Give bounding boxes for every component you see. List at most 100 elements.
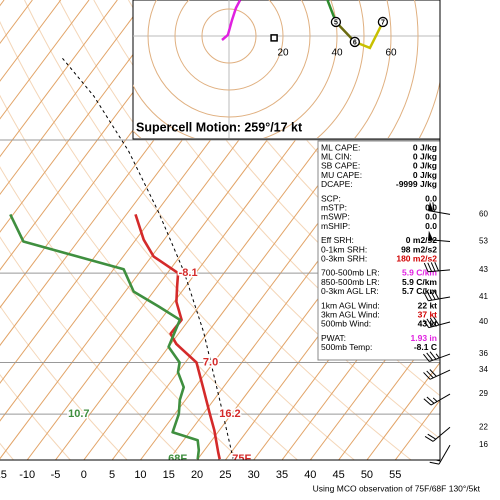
hodograph-area: 20 40 60 5 6 7: [133, 0, 440, 138]
param-label: Eff SRH:: [321, 235, 354, 245]
x-tick-label: 55: [389, 469, 401, 481]
param-value: 37 kt: [418, 309, 438, 319]
param-value: -9999 J/kg: [396, 179, 437, 189]
barb-full: [426, 396, 435, 404]
hodo-ring: [174, 0, 284, 91]
param-label: mSTP:: [321, 202, 347, 212]
param-label: 700-500mb LR:: [321, 268, 380, 278]
barb-staff: [438, 444, 451, 465]
barb-full: [427, 433, 437, 440]
x-tick-label: 50: [361, 469, 373, 481]
param-label: DCAPE:: [321, 179, 353, 189]
param-value: 0.0: [425, 221, 437, 231]
barb-full: [429, 351, 437, 360]
isotherm: [0, 0, 175, 233]
barb-full: [429, 317, 436, 327]
hodo-ring-label: 20: [277, 48, 289, 59]
dry-adiabat: [0, 166, 242, 460]
hodo-ring: [147, 0, 311, 118]
dry-adiabat: [0, 374, 71, 460]
x-tick-label: 20: [191, 469, 203, 481]
x-axis-labels: -15 -10 -5 0 5 10 15 20 25 30 35 40 45 50 55: [0, 469, 401, 481]
barb-full: [423, 353, 430, 362]
param-label: ML CIN:: [321, 151, 352, 161]
param-label: 500mb Temp:: [321, 342, 372, 352]
x-tick-label: 5: [109, 469, 115, 481]
param-value: 1.93 in: [411, 333, 437, 343]
wind-barb: [428, 230, 451, 243]
hodo-ring: [133, 0, 338, 138]
dry-adiabat: [0, 236, 185, 460]
wind-barb: [423, 290, 451, 302]
barb-full: [434, 261, 440, 272]
hodo-marker-label: 5: [334, 19, 338, 26]
x-tick-label: 10: [134, 469, 146, 481]
hodo-trace: [221, 0, 242, 41]
param-value: 0 J/kg: [413, 142, 437, 152]
wind-speed-label: 40: [479, 317, 488, 326]
isotherm: [0, 0, 147, 196]
hodograph-title: Supercell Motion: 259°/17 kt: [136, 120, 303, 134]
profile-label: 75F: [232, 453, 251, 465]
barb-half: [435, 353, 440, 359]
profile-label: 68F: [168, 453, 187, 465]
barb-full: [423, 398, 432, 406]
wind-speed-label: 60: [479, 210, 488, 219]
isotherm: [0, 0, 90, 120]
parameter-panel: [317, 140, 441, 361]
isotherm: [0, 0, 118, 158]
param-label: SB CAPE:: [321, 161, 360, 171]
barb-flag: [428, 230, 434, 241]
dry-adiabat: [58, 0, 440, 440]
param-value: 180 m2/s2: [396, 253, 437, 263]
param-value: 0.0: [425, 212, 437, 222]
x-tick-label: 30: [248, 469, 260, 481]
profile-line: [9, 213, 201, 460]
wind-speed-label: 53: [479, 237, 488, 246]
param-label: 850-500mb LR:: [321, 277, 380, 287]
wind-barb: [424, 426, 451, 442]
param-label: ML CAPE:: [321, 142, 360, 152]
wind-barbs: 60 53 43 41 40 36 34 29 22 16: [423, 201, 488, 465]
param-value: -8.1 C: [414, 342, 437, 352]
param-value: 0 m2/s2: [406, 235, 437, 245]
hodo-ring: [133, 0, 365, 138]
param-value: 22 kt: [418, 300, 438, 310]
param-label: 500mb Wind:: [321, 319, 371, 329]
barb-full: [423, 319, 430, 328]
dry-adiabat: [0, 305, 128, 460]
hodo-marker-label: 7: [381, 19, 385, 26]
barb-full: [424, 436, 434, 442]
barb-full: [429, 461, 440, 465]
isotherm: [366, 361, 440, 460]
barb-full: [433, 316, 440, 326]
profile-label: -8.1: [179, 267, 198, 279]
storm-motion: [270, 34, 278, 42]
param-label: 0-3km SRH:: [321, 253, 367, 263]
barb-full: [423, 372, 431, 380]
param-value: 0.0: [425, 193, 437, 203]
x-tick-label: 45: [333, 469, 345, 481]
hodograph: 20 40 60 5 6 7 Supercell Motion: 259°/17 kt: [132, 0, 441, 140]
x-tick-label: -15: [0, 469, 7, 481]
wind-speed-label: 41: [479, 292, 488, 301]
barb-staff: [428, 321, 451, 329]
param-label: 0-3km AGL LR:: [321, 286, 379, 296]
x-tick-label: 15: [163, 469, 175, 481]
x-tick-label: -10: [19, 469, 35, 481]
barb-full: [433, 290, 440, 300]
param-value: 5.9 C/km: [402, 268, 437, 278]
x-tick-label: 40: [304, 469, 316, 481]
hodo-marker: [377, 16, 389, 28]
param-value: 0 J/kg: [413, 161, 437, 171]
profile-label: 7.0: [203, 356, 218, 368]
hodo-trace: [354, 21, 385, 50]
dry-adiabat: [0, 20, 355, 460]
barb-full: [423, 292, 429, 302]
barb-full: [432, 202, 435, 212]
wind-barb: [423, 261, 451, 273]
dry-adiabat: [24, 0, 412, 460]
param-value: 0 J/kg: [413, 151, 437, 161]
barb-full: [426, 291, 433, 301]
barb-full: [426, 352, 434, 361]
